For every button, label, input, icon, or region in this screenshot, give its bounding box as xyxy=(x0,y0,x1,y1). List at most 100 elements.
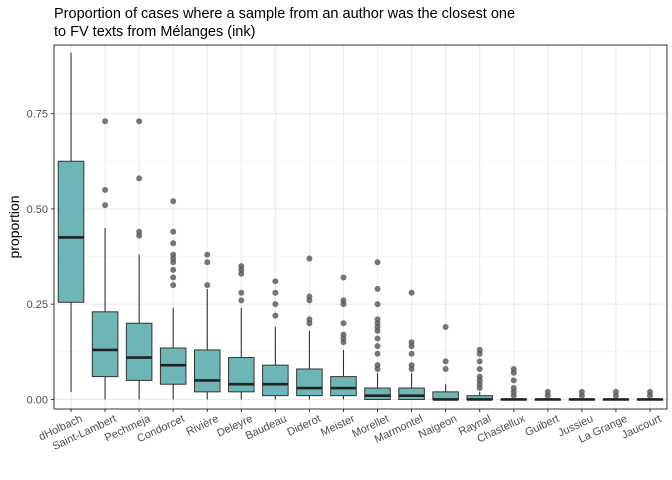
x-tick-label: Guibert xyxy=(523,413,561,439)
y-tick-label: 0.75 xyxy=(27,109,48,121)
y-axis: 0.00 0.25 0.50 0.75 xyxy=(27,109,54,406)
outlier-point xyxy=(340,274,347,281)
box-iqr xyxy=(330,376,357,397)
outlier-point xyxy=(408,350,415,357)
x-tick-label: Diderot xyxy=(285,413,322,439)
outlier-point xyxy=(204,282,211,289)
outlier-point xyxy=(374,259,381,266)
box-naigeon xyxy=(432,324,459,401)
outlier-point xyxy=(170,274,177,281)
outlier-point xyxy=(170,282,177,289)
outlier-point xyxy=(272,278,279,285)
outlier-point xyxy=(374,343,381,350)
outlier-point xyxy=(272,312,279,319)
x-axis: dHolbachSaint-LambertPechmejaCondorcetRi… xyxy=(37,409,663,453)
outlier-point xyxy=(204,251,211,258)
box-morellet xyxy=(364,259,391,400)
outlier-point xyxy=(272,289,279,296)
outlier-point xyxy=(102,118,109,125)
outlier-point xyxy=(544,388,551,395)
plot-panel xyxy=(54,45,667,409)
y-tick-label: 0.50 xyxy=(27,204,48,216)
outlier-point xyxy=(238,297,245,304)
outlier-point xyxy=(340,320,347,327)
box-raynal xyxy=(466,346,493,401)
outlier-point xyxy=(170,228,177,235)
outlier-point xyxy=(306,316,313,323)
outlier-point xyxy=(170,198,177,205)
y-axis-title: proportion xyxy=(6,195,22,258)
x-tick-label: Jaucourt xyxy=(620,413,663,442)
boxes xyxy=(57,52,664,401)
x-tick-label: Meister xyxy=(319,413,357,439)
box-saint-lambert xyxy=(91,118,119,400)
box-iqr xyxy=(262,364,289,397)
box-condorcet xyxy=(159,198,187,400)
y-tick-label: 0.25 xyxy=(27,299,48,311)
outlier-point xyxy=(374,335,381,342)
title-line-1: Proportion of cases where a sample from … xyxy=(54,6,516,22)
outlier-point xyxy=(374,350,381,357)
box-pechmeja xyxy=(125,118,153,400)
box-iqr xyxy=(193,349,221,393)
outlier-point xyxy=(136,118,143,125)
box-jaucourt xyxy=(636,388,664,401)
outlier-point xyxy=(476,373,483,380)
box-chastellux xyxy=(500,365,528,401)
box-la-grange xyxy=(602,388,630,401)
grid-minor xyxy=(54,160,667,353)
chart-title: Proportion of cases where a sample from … xyxy=(54,5,515,41)
outlier-point xyxy=(374,285,381,292)
outlier-point xyxy=(476,358,483,365)
box-iqr xyxy=(57,160,85,303)
box-diderot xyxy=(296,255,323,400)
outlier-point xyxy=(476,346,483,353)
outlier-point xyxy=(510,365,517,372)
box-marmontel xyxy=(398,289,425,400)
outlier-point xyxy=(374,301,381,308)
box-iqr xyxy=(125,322,153,381)
box-iqr xyxy=(91,311,119,378)
outlier-point xyxy=(238,289,245,296)
outlier-point xyxy=(408,339,415,346)
box-iqr xyxy=(398,387,425,400)
outlier-point xyxy=(102,202,109,209)
outlier-point xyxy=(442,365,449,372)
outlier-point xyxy=(476,365,483,372)
outlier-point xyxy=(374,362,381,369)
outlier-point xyxy=(442,324,449,331)
outlier-point xyxy=(374,316,381,323)
outlier-point xyxy=(306,293,313,300)
outlier-point xyxy=(612,388,619,395)
outlier-point xyxy=(306,255,313,262)
outlier-point xyxy=(170,266,177,273)
outlier-point xyxy=(170,240,177,247)
box-dholbach xyxy=(57,52,85,392)
outlier-point xyxy=(646,388,653,395)
plot-border xyxy=(53,44,668,410)
box-iqr xyxy=(296,368,323,397)
outlier-point xyxy=(510,377,517,384)
x-tick-label: Rivière xyxy=(184,413,220,438)
outlier-point xyxy=(170,251,177,258)
outlier-point xyxy=(102,186,109,193)
outlier-point xyxy=(272,301,279,308)
outlier-point xyxy=(510,385,517,392)
outlier-point xyxy=(408,289,415,296)
title-line-2: to FV texts from Mélanges (ink) xyxy=(54,24,256,40)
box-deleyre xyxy=(228,263,255,400)
y-tick-label: 0.00 xyxy=(27,394,48,406)
outlier-point xyxy=(340,331,347,338)
outlier-point xyxy=(204,259,211,266)
box-meister xyxy=(330,274,357,400)
outlier-point xyxy=(442,358,449,365)
box-iqr xyxy=(364,387,391,400)
outlier-point xyxy=(340,297,347,304)
box-jussieu xyxy=(568,388,596,401)
box-baudeau xyxy=(262,278,289,400)
box-rivi-re xyxy=(193,251,221,400)
box-guibert xyxy=(534,388,562,401)
outlier-point xyxy=(136,228,143,235)
box-iqr xyxy=(228,357,255,393)
